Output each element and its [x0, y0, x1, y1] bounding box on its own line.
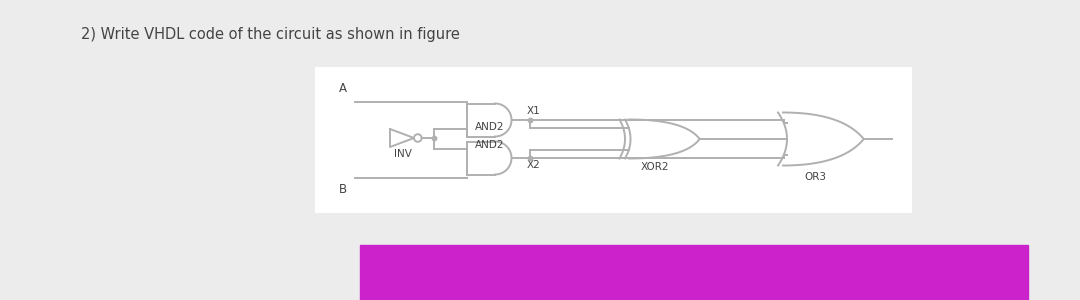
Text: AND2: AND2 [475, 122, 504, 133]
Text: X2: X2 [527, 160, 540, 170]
Text: AND2: AND2 [475, 140, 504, 149]
Bar [360, 244, 1028, 300]
Text: B: B [339, 183, 347, 196]
Text: INV: INV [394, 149, 411, 159]
Text: A: A [339, 82, 347, 95]
Text: X1: X1 [527, 106, 540, 116]
Text: 2) Write VHDL code of the circuit as shown in figure: 2) Write VHDL code of the circuit as sho… [81, 27, 460, 42]
Text: OR3: OR3 [804, 172, 826, 182]
Text: XOR2: XOR2 [640, 163, 670, 172]
Bar [315, 67, 912, 213]
